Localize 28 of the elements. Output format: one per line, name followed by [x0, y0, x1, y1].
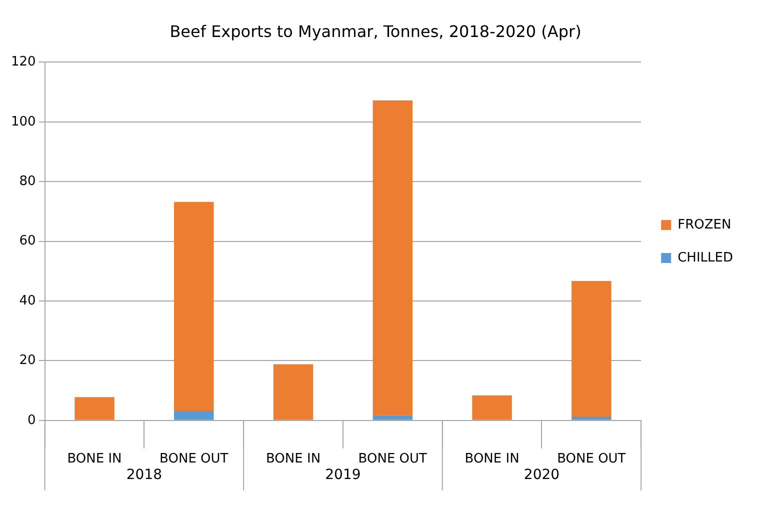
bar [372, 415, 413, 420]
bar [174, 410, 214, 420]
bar [74, 397, 114, 420]
x-tick-label: BONE IN [464, 452, 520, 467]
bar [572, 281, 612, 417]
bar [372, 100, 413, 416]
y-tick-label: 0 [28, 412, 36, 428]
x-tick-label: BONE OUT [160, 452, 228, 467]
chart-title: Beef Exports to Myanmar, Tonnes, 2018-2020 (Apr) [170, 22, 582, 41]
x-tick-label: BONE OUT [358, 452, 428, 467]
bar [174, 202, 214, 411]
legend-label: CHILLED [678, 250, 734, 266]
y-tick-label: 120 [10, 54, 36, 70]
y-tick-label: 80 [19, 174, 36, 189]
y-tick-label: 20 [19, 353, 36, 368]
legend-label: FROZEN [678, 217, 732, 232]
text: 2020 [524, 467, 560, 484]
x-tick-label: BONE OUT [557, 452, 626, 467]
text: 2019 [325, 467, 361, 484]
bar [273, 364, 314, 420]
bar [572, 416, 612, 420]
y-tick-label: 40 [19, 293, 36, 308]
text: 2018 [126, 467, 162, 484]
x-tick-label: BONE IN [67, 452, 122, 467]
bar [472, 395, 512, 420]
y-tick-label: 100 [10, 114, 36, 130]
y-tick-label: 60 [19, 234, 36, 249]
x-tick-label: BONE IN [266, 452, 321, 467]
